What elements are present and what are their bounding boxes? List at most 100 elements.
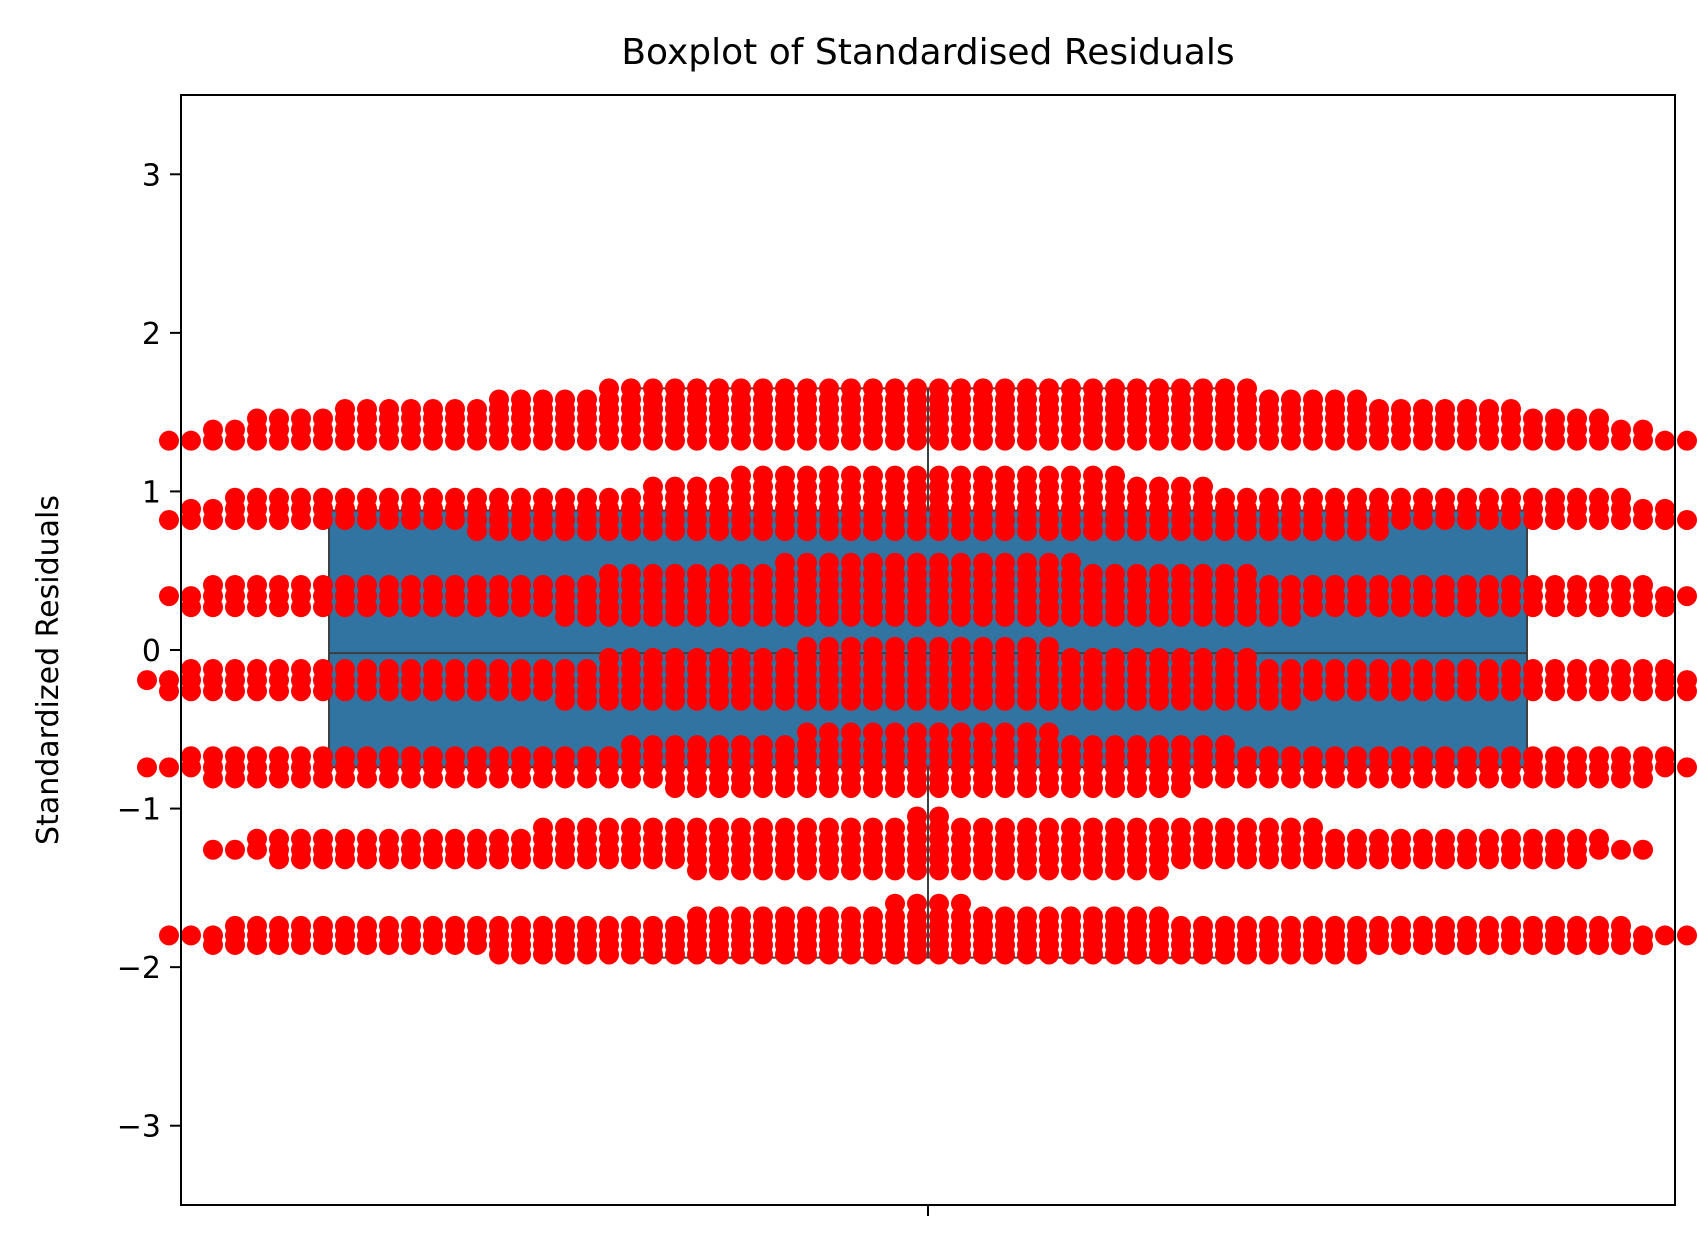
swarm-point — [401, 597, 421, 618]
swarm-point — [1281, 849, 1301, 870]
swarm-point — [1677, 757, 1697, 778]
swarm-point — [1303, 944, 1323, 965]
swarm-point — [1281, 768, 1301, 789]
swarm-point — [1347, 768, 1367, 789]
swarm-point — [203, 430, 223, 451]
swarm-point — [1281, 690, 1301, 711]
swarm-point — [1457, 430, 1477, 451]
swarm-point — [489, 597, 509, 618]
swarm-point — [863, 777, 883, 798]
swarm-point — [1413, 934, 1433, 955]
swarm-point — [819, 606, 839, 627]
swarm-point — [973, 690, 993, 711]
swarm-point — [753, 606, 773, 627]
swarm-point — [819, 521, 839, 542]
swarm-point — [1303, 849, 1323, 870]
swarm-point — [797, 860, 817, 881]
swarm-point — [841, 944, 861, 965]
swarm-point — [1655, 597, 1675, 618]
swarm-point — [819, 430, 839, 451]
swarm-point — [1435, 509, 1455, 530]
swarm-point — [1215, 521, 1235, 542]
swarm-point — [401, 509, 421, 530]
swarm-point — [1501, 430, 1521, 451]
swarm-point — [1127, 944, 1147, 965]
swarm-point — [467, 521, 487, 542]
swarm-point — [555, 606, 575, 627]
swarm-point — [1259, 430, 1279, 451]
swarm-point — [247, 430, 267, 451]
swarm-point — [137, 670, 157, 691]
swarm-point — [995, 430, 1015, 451]
swarm-point — [753, 777, 773, 798]
swarm-point — [1017, 860, 1037, 881]
swarm-point — [489, 681, 509, 702]
swarm-point — [555, 690, 575, 711]
swarm-point — [687, 944, 707, 965]
swarm-point — [1017, 521, 1037, 542]
swarm-point — [819, 944, 839, 965]
swarm-point — [533, 768, 553, 789]
swarm-point — [1193, 944, 1213, 965]
swarm-point — [995, 521, 1015, 542]
swarm-point — [467, 768, 487, 789]
swarm-point — [1061, 606, 1081, 627]
swarm-point — [533, 597, 553, 618]
swarm-point — [687, 777, 707, 798]
swarm-point — [1633, 768, 1653, 789]
swarm-point — [181, 597, 201, 618]
swarm-point — [1479, 849, 1499, 870]
swarm-point — [951, 690, 971, 711]
swarm-point — [1479, 597, 1499, 618]
swarm-point — [1237, 849, 1257, 870]
swarm-point — [357, 509, 377, 530]
swarm-point — [643, 849, 663, 870]
swarm-point — [1083, 944, 1103, 965]
swarm-point — [335, 430, 355, 451]
swarm-point — [1501, 934, 1521, 955]
swarm-point — [841, 860, 861, 881]
swarm-point — [533, 681, 553, 702]
swarm-point — [203, 509, 223, 530]
swarm-point — [665, 606, 685, 627]
swarm-point — [445, 597, 465, 618]
swarm-point — [1281, 944, 1301, 965]
swarm-point — [1545, 768, 1565, 789]
swarm-point — [423, 597, 443, 618]
swarm-point — [1479, 430, 1499, 451]
swarm-point — [907, 944, 927, 965]
swarm-point — [159, 509, 179, 530]
swarm-point — [313, 509, 333, 530]
swarm-point — [1655, 681, 1675, 702]
swarm-point — [1325, 597, 1345, 618]
swarm-point — [1259, 944, 1279, 965]
swarm-point — [269, 849, 289, 870]
swarm-point — [863, 860, 883, 881]
swarm-point — [401, 849, 421, 870]
swarm-point — [1655, 757, 1675, 778]
swarm-point — [797, 690, 817, 711]
swarm-point — [731, 690, 751, 711]
swarm-point — [775, 430, 795, 451]
swarm-point — [1369, 597, 1389, 618]
swarm-point — [511, 430, 531, 451]
swarm-point — [1435, 430, 1455, 451]
swarm-point — [841, 690, 861, 711]
chart-title: Boxplot of Standardised Residuals — [621, 32, 1234, 73]
swarm-point — [819, 860, 839, 881]
swarm-point — [1017, 944, 1037, 965]
swarm-point — [379, 768, 399, 789]
swarm-point — [1567, 509, 1587, 530]
swarm-point — [1149, 944, 1169, 965]
swarm-point — [1215, 430, 1235, 451]
swarm-point — [1105, 521, 1125, 542]
swarm-point — [621, 849, 641, 870]
swarm-point — [203, 768, 223, 789]
swarm-point — [885, 606, 905, 627]
swarm-point — [445, 681, 465, 702]
swarm-point — [995, 944, 1015, 965]
swarm-point — [1677, 586, 1697, 607]
swarm-point — [379, 681, 399, 702]
swarm-point — [335, 597, 355, 618]
swarm-point — [1149, 690, 1169, 711]
